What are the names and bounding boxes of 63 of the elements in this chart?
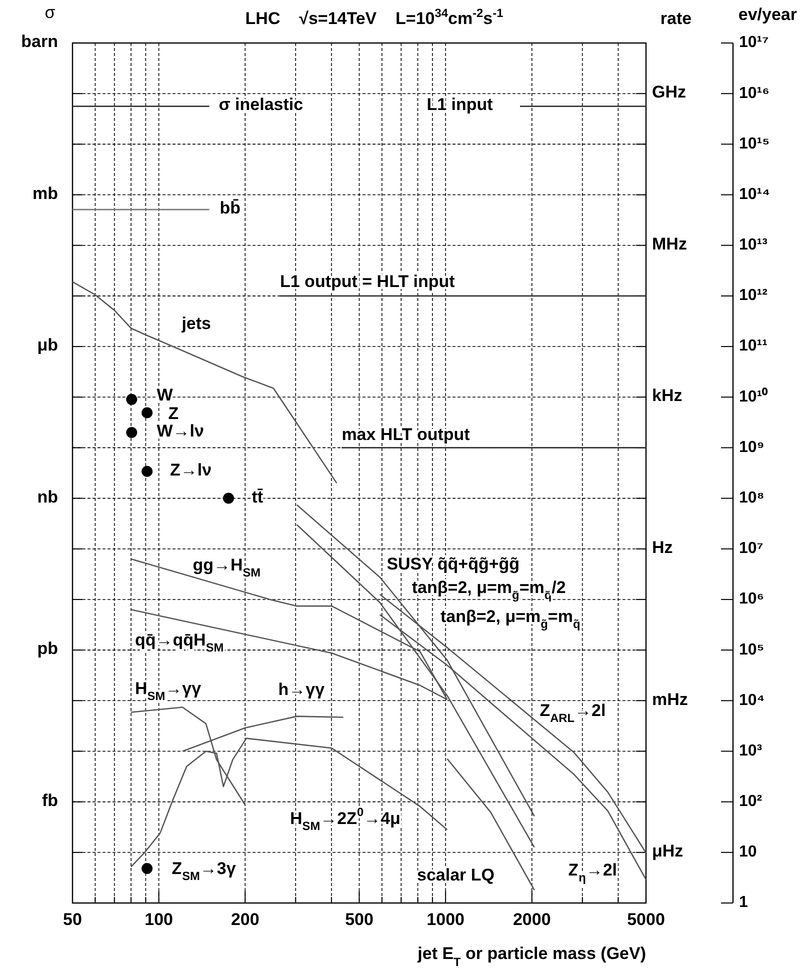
- text: μb: [37, 336, 58, 356]
- annotation: Z: [168, 404, 179, 424]
- text: Hz: [652, 538, 673, 558]
- annotation: Z$_{SM}$→3γ: [172, 859, 236, 884]
- x-axis-title: jet E$_{T}$ or particle mass (GeV): [416, 944, 646, 969]
- y-axis-title: ev/year: [738, 5, 798, 24]
- y-tick-label: 10⁹: [739, 438, 764, 456]
- annotation: qq̄→qq̄H$_{SM}$: [135, 631, 224, 655]
- text: rate: [660, 9, 692, 28]
- text: GHz: [652, 83, 686, 102]
- y-tick-label: 10¹⁶: [739, 84, 770, 102]
- annotation: max HLT output: [342, 425, 470, 444]
- x-tick-label: 2000: [512, 910, 551, 929]
- text: barn: [21, 32, 58, 52]
- y-tick-label: 10¹⁵: [739, 135, 770, 152]
- annotation: σ inelastic: [218, 95, 304, 114]
- annotation: tanβ=2, μ=m$_{g̃}$=m$_{q̃}$: [440, 607, 580, 631]
- y-tick-label: 10⁶: [739, 590, 764, 608]
- text: kHz: [652, 386, 682, 406]
- annotation: W: [156, 386, 174, 406]
- y-tick-label: 10¹⁴: [739, 186, 770, 203]
- y-tick-label: 10²: [739, 793, 762, 810]
- y-tick-label: 10¹⁰: [739, 387, 768, 406]
- text: σ: [44, 3, 56, 22]
- x-tick-label: 200: [230, 910, 260, 929]
- x-tick-label: 5000: [627, 910, 665, 929]
- annotation: gg→H$_{SM}$: [192, 556, 261, 580]
- y-tick-label: 10¹²: [739, 287, 768, 304]
- text: mHz: [652, 690, 688, 710]
- annotation: H$_{SM}$→2Z$^{0}$→4μ: [290, 805, 400, 834]
- text: MHz: [652, 234, 687, 254]
- y-tick-label: 10¹³: [739, 236, 768, 254]
- text: fb: [42, 791, 58, 810]
- x-tick-label: 50: [63, 910, 82, 929]
- y-tick-label: 10⁴: [739, 692, 765, 709]
- y-tick-label: 10⁸: [739, 490, 764, 507]
- y-tick-label: 10⁵: [739, 641, 764, 658]
- chart-title: LHC √s=14TeV L=10$^{34}$cm$^{-2}$s$^{-1}$: [245, 6, 504, 28]
- annotation: L1 output = HLT input: [280, 272, 456, 292]
- annotation: Z$_{η}$→2l: [568, 861, 618, 885]
- text: mb: [32, 184, 58, 204]
- annotation: scalar LQ: [417, 866, 494, 886]
- annotation: Z→lν: [170, 461, 212, 480]
- annotation: tt̄: [252, 488, 264, 507]
- x-tick-label: 1000: [426, 910, 464, 929]
- text: pb: [37, 640, 58, 659]
- x-tick-label: 100: [144, 910, 174, 929]
- annotation: jets: [180, 314, 211, 334]
- y-tick-label: 10³: [739, 742, 762, 760]
- y-tick-label: 10¹⁷: [739, 34, 769, 52]
- text: nb: [37, 488, 58, 507]
- x-tick-label: 500: [345, 910, 374, 929]
- y-tick-label: 10¹¹: [739, 338, 768, 355]
- text: μHz: [652, 842, 684, 862]
- y-tick-label: 1: [739, 894, 748, 912]
- y-tick-label: 10: [739, 844, 757, 861]
- y-tick-label: 10⁷: [739, 540, 764, 558]
- annotation: L1 input: [426, 95, 494, 114]
- annotation: SUSY q̃q̃+q̃g̃+g̃g̃: [386, 555, 520, 574]
- annotation: W→lν: [156, 422, 204, 442]
- annotation: h→γγ: [278, 680, 326, 700]
- annotation: Z$_{ARL}$→2l: [540, 701, 606, 726]
- annotation: bb̄: [220, 198, 240, 218]
